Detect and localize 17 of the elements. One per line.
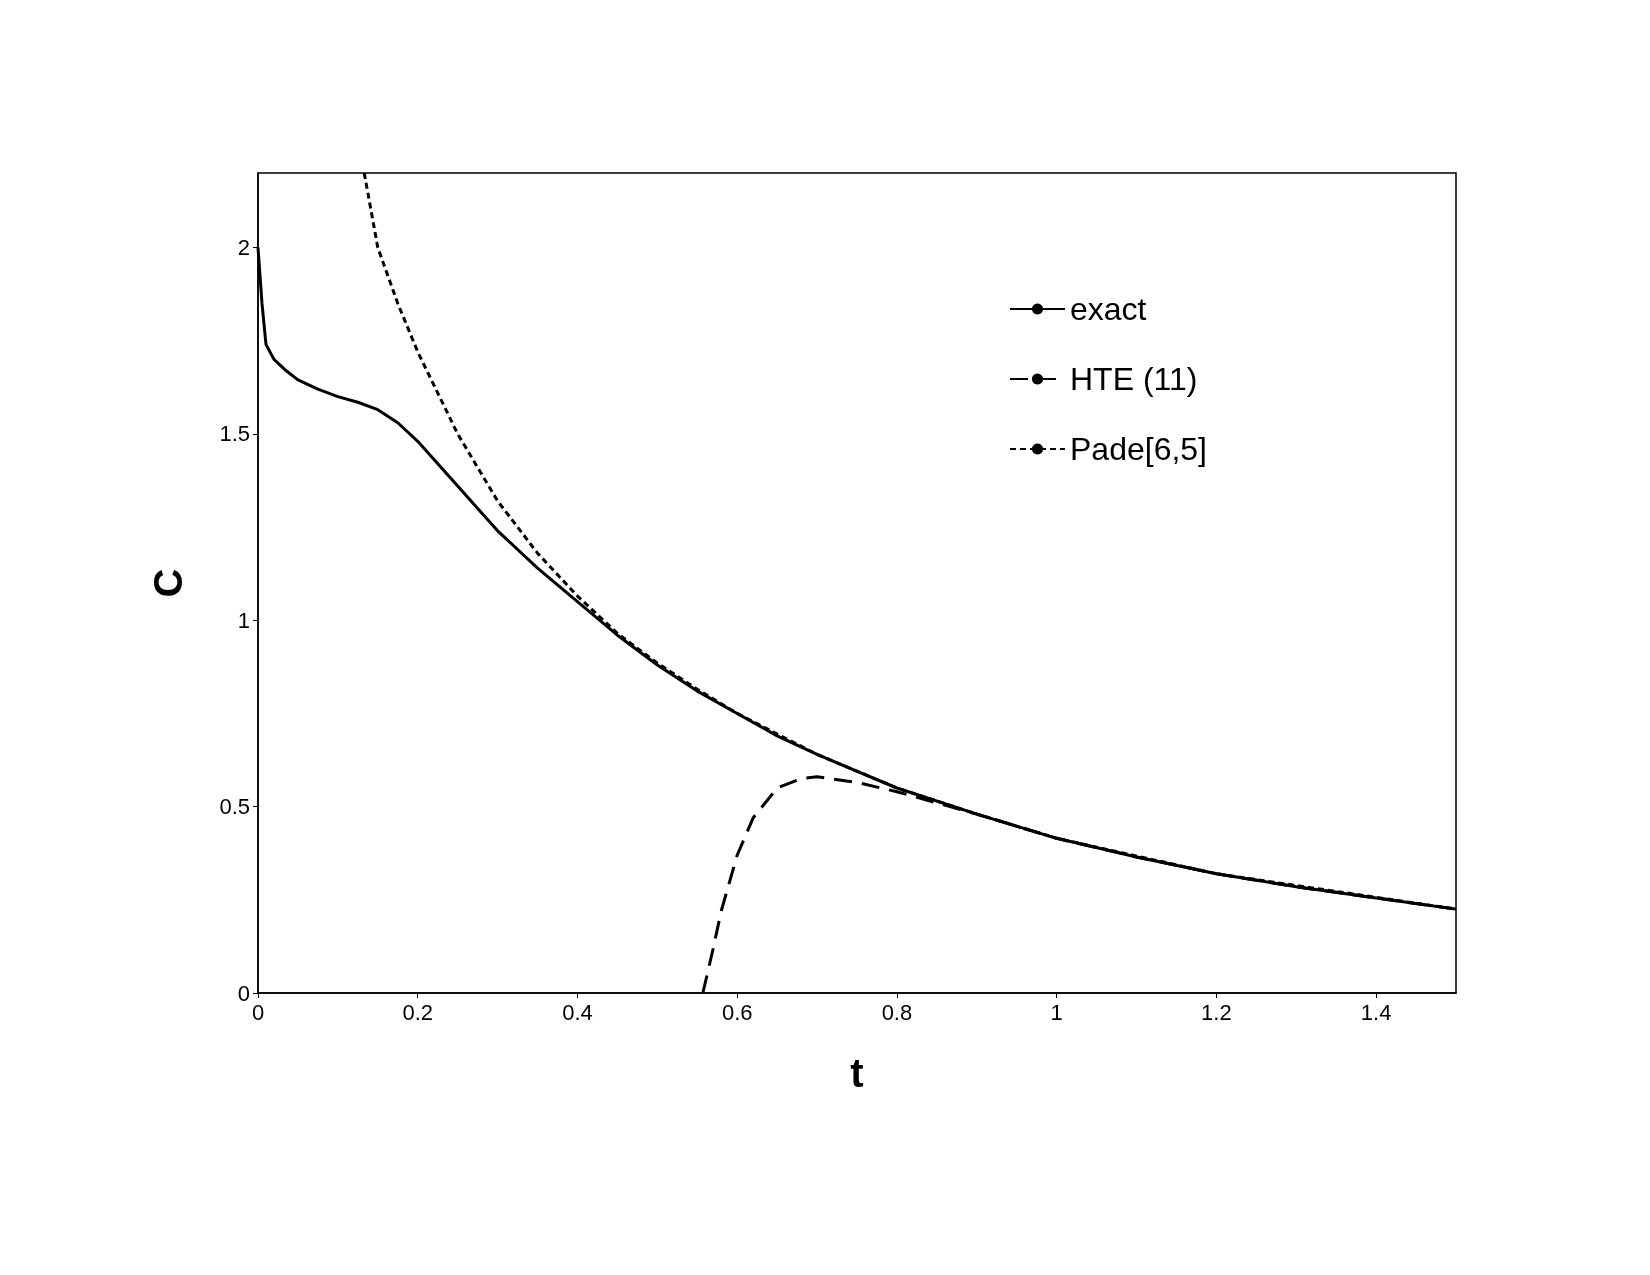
legend-label: exact <box>1070 291 1147 327</box>
x-tick-label: 0.2 <box>402 999 434 1025</box>
x-axis-title: t <box>850 1051 864 1095</box>
x-tick-label: 0.4 <box>562 999 593 1025</box>
y-tick-label: 1.5 <box>219 421 250 447</box>
x-tick-label: 0.8 <box>881 999 913 1025</box>
x-tick-label: 1.2 <box>1201 999 1232 1025</box>
x-tick-label: 1.4 <box>1360 999 1392 1025</box>
y-tick-label: 0 <box>237 980 250 1006</box>
x-tick-label: 1 <box>1050 999 1063 1025</box>
y-tick-label: 1 <box>237 607 250 633</box>
y-axis-title: C <box>146 568 190 598</box>
legend-label: HTE (11) <box>1070 361 1198 397</box>
y-tick-label: 2 <box>237 235 250 261</box>
legend-label: Pade[6,5] <box>1070 431 1207 467</box>
y-tick-label: 0.5 <box>219 794 250 820</box>
x-tick-label: 0.6 <box>721 999 753 1025</box>
